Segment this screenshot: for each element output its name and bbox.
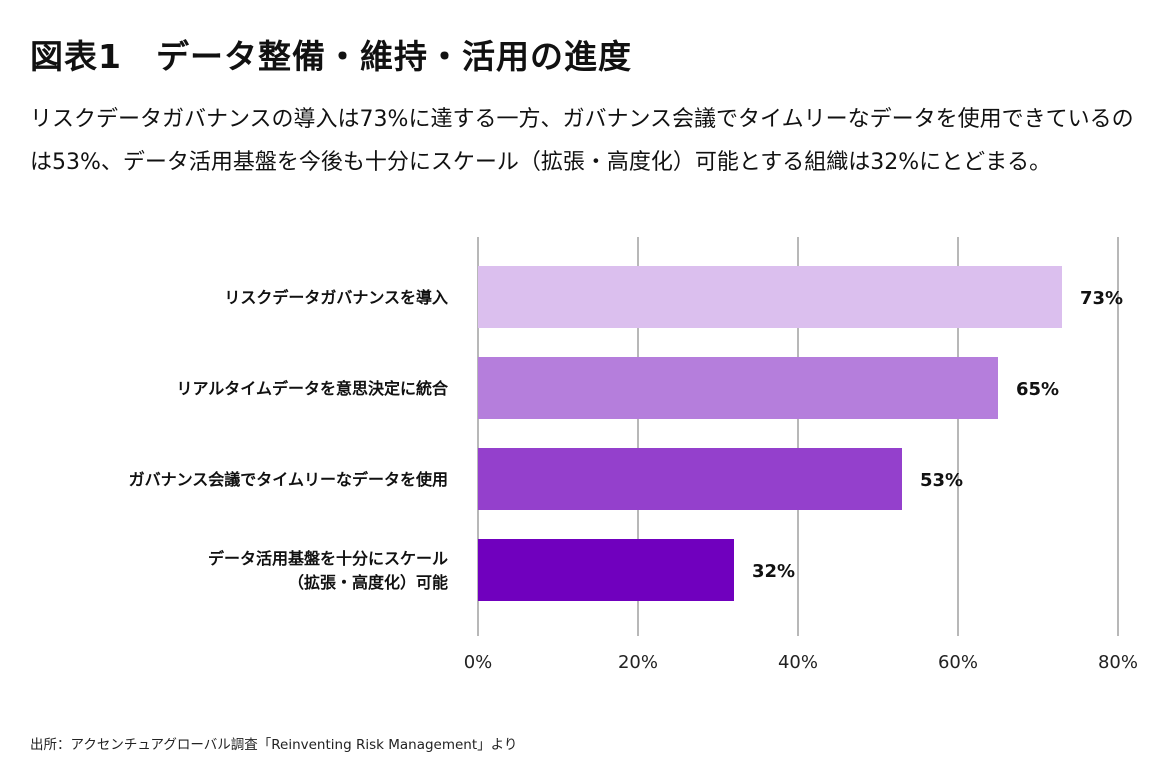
- x-tick-label: 60%: [938, 652, 978, 673]
- value-label: 65%: [1016, 379, 1059, 400]
- category-label: （拡張・高度化）可能: [288, 573, 448, 592]
- x-tick-label: 80%: [1098, 652, 1138, 673]
- value-label: 73%: [1080, 288, 1123, 309]
- category-label: ガバナンス会議でタイムリーなデータを使用: [129, 470, 448, 489]
- value-label: 32%: [752, 561, 795, 582]
- bar: [478, 266, 1062, 328]
- bar: [478, 539, 734, 601]
- x-tick-label: 20%: [618, 652, 658, 673]
- x-tick-label: 40%: [778, 652, 818, 673]
- category-label: データ活用基盤を十分にスケール: [208, 549, 448, 568]
- chart-subtitle: リスクデータガバナンスの導入は73%に達する一方、ガバナンス会議でタイムリーなデ…: [30, 107, 1134, 175]
- category-label: リスクデータガバナンスを導入: [224, 288, 448, 307]
- bar: [478, 448, 902, 510]
- value-label: 53%: [920, 470, 963, 491]
- source-note: 出所：アクセンチュアグローバル調査「Reinventing Risk Manag…: [30, 737, 518, 753]
- category-label: リアルタイムデータを意思決定に統合: [176, 379, 449, 398]
- chart-title: 図表1 データ整備・維持・活用の進度: [30, 37, 632, 76]
- bar: [478, 357, 998, 419]
- x-tick-label: 0%: [464, 652, 493, 673]
